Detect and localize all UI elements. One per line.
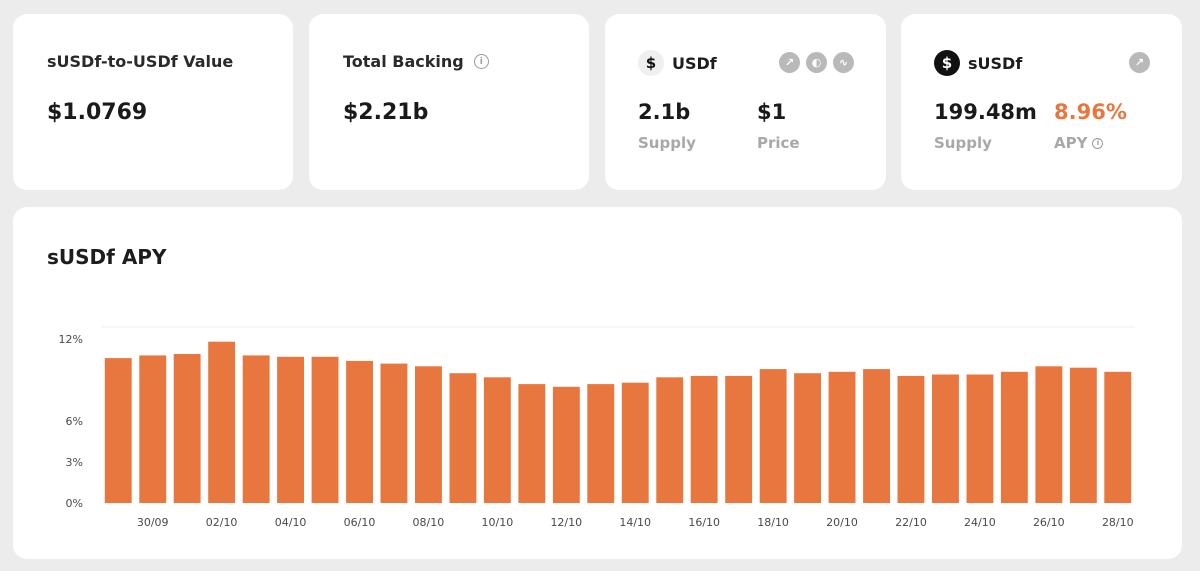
market-app-icon[interactable]: ∿ (833, 52, 854, 73)
usdf-price-stat: $1 Price (757, 100, 800, 152)
susdf-external-links: ↗ (1129, 52, 1150, 73)
usdf-token-name: USDf (672, 53, 717, 73)
apy-bar[interactable] (587, 384, 615, 503)
apy-bar[interactable] (725, 375, 753, 503)
apy-bar[interactable] (552, 386, 580, 503)
susdf-apy-label-row: APY i (1054, 134, 1127, 152)
y-tick-label: 0% (66, 497, 83, 510)
susdf-value-title: sUSDf-to-USDf Value (47, 52, 234, 71)
susdf-header: $ sUSDf (934, 50, 1022, 76)
apy-bar[interactable] (690, 375, 718, 503)
apy-bar[interactable] (932, 374, 959, 504)
usdf-price-label: Price (757, 134, 800, 152)
usdf-supply-value: 2.1b (638, 100, 691, 124)
x-tick-label: 16/10 (688, 516, 720, 529)
usdf-card: $ USDf ↗ ◐ ∿ 2.1b Supply $1 Price (605, 14, 886, 190)
apy-bar[interactable] (828, 371, 856, 503)
x-tick-label: 04/10 (275, 516, 307, 529)
susdf-card: $ sUSDf ↗ 199.48m Supply 8.96% APY i (901, 14, 1182, 190)
apy-bar[interactable] (656, 377, 684, 503)
x-tick-label: 24/10 (964, 516, 996, 529)
apy-bar[interactable] (415, 366, 442, 503)
x-tick-label: 14/10 (619, 516, 651, 529)
susdf-supply-label: Supply (934, 134, 992, 152)
apy-bar[interactable] (863, 369, 890, 503)
apy-bar[interactable] (897, 375, 925, 503)
apy-bar[interactable] (1000, 371, 1028, 503)
susdf-value-amount: $1.0769 (47, 100, 148, 125)
apy-bar[interactable] (483, 377, 511, 503)
x-tick-label: 20/10 (826, 516, 858, 529)
susdf-apy-stat: 8.96% APY i (1054, 100, 1127, 152)
y-tick-label: 3% (66, 456, 83, 469)
x-tick-label: 22/10 (895, 516, 927, 529)
apy-bar[interactable] (449, 373, 477, 503)
apy-bar[interactable] (518, 384, 546, 503)
x-tick-label: 06/10 (344, 516, 376, 529)
usdf-external-links: ↗ ◐ ∿ (779, 52, 854, 73)
apy-bar[interactable] (311, 356, 339, 503)
total-backing-title: Total Backing (343, 52, 464, 71)
apy-bar[interactable] (1104, 371, 1132, 503)
apy-bar[interactable] (380, 363, 408, 503)
susdf-token-name: sUSDf (968, 53, 1023, 73)
total-backing-header: Total Backing i (343, 52, 489, 71)
browser-app-icon[interactable]: ◐ (806, 52, 827, 73)
usdf-header: $ USDf (638, 50, 717, 76)
x-tick-label: 02/10 (206, 516, 238, 529)
x-tick-label: 28/10 (1102, 516, 1134, 529)
chart-title: sUSDf APY (47, 245, 167, 269)
apy-bar[interactable] (139, 355, 167, 503)
x-tick-label: 08/10 (413, 516, 445, 529)
apy-bar[interactable] (242, 355, 270, 503)
apy-bar-chart: 0% 3% 6% 12% 30/09 02/10 04/10 06/10 08/10 10/10 1… (59, 326, 1135, 529)
total-backing-amount: $2.21b (343, 100, 429, 125)
apy-chart-card: sUSDf APY 0% 3% 6% 12% 30/09 02/10 04/10 06/10 0… (13, 207, 1182, 559)
x-tick-label: 10/10 (482, 516, 514, 529)
apy-bar[interactable] (794, 373, 821, 503)
y-tick-label: 12% (59, 333, 83, 346)
apy-bar[interactable] (104, 358, 132, 503)
apy-bar[interactable] (277, 356, 304, 503)
usdf-coin-icon: $ (638, 50, 664, 76)
susdf-supply-stat: 199.48m Supply (934, 100, 1037, 152)
apy-bar[interactable] (1069, 367, 1097, 503)
apy-bar[interactable] (966, 374, 994, 504)
susdf-value-card: sUSDf-to-USDf Value $1.0769 (13, 14, 293, 190)
chart-app-icon[interactable]: ↗ (1129, 52, 1150, 73)
x-tick-label: 30/09 (137, 516, 169, 529)
total-backing-card: Total Backing i $2.21b (309, 14, 589, 190)
susdf-coin-icon: $ (934, 50, 960, 76)
apy-bar[interactable] (1035, 366, 1063, 503)
chart-app-icon[interactable]: ↗ (779, 52, 800, 73)
susdf-apy-value: 8.96% (1054, 100, 1127, 124)
apy-bar[interactable] (173, 354, 201, 503)
susdf-supply-value: 199.48m (934, 100, 1037, 124)
apy-bar[interactable] (759, 369, 787, 503)
apy-bar[interactable] (346, 360, 373, 503)
x-tick-label: 18/10 (757, 516, 789, 529)
usdf-supply-label: Supply (638, 134, 696, 152)
usdf-supply-stat: 2.1b Supply (638, 100, 696, 152)
x-tick-label: 12/10 (550, 516, 582, 529)
y-tick-label: 6% (66, 415, 83, 428)
apy-bar[interactable] (621, 382, 649, 503)
info-icon[interactable]: i (473, 54, 489, 69)
x-tick-label: 26/10 (1033, 516, 1065, 529)
usdf-price-value: $1 (757, 100, 787, 124)
susdf-apy-label: APY (1054, 134, 1088, 152)
info-icon[interactable]: i (1092, 137, 1104, 149)
apy-bar[interactable] (208, 341, 236, 503)
